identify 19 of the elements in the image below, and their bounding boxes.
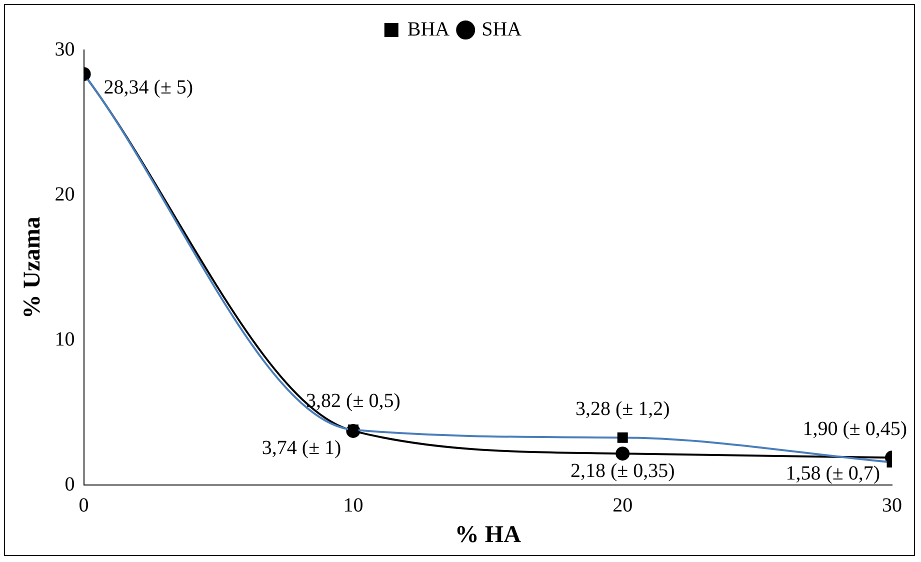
y-tick-label: 20: [54, 183, 75, 206]
data-label: 3,74 (± 1): [262, 437, 342, 460]
y-tick-label: 30: [54, 38, 75, 60]
x-axis-title: % HA: [454, 522, 522, 548]
x-tick-label: 30: [882, 494, 902, 516]
x-tick-label: 0: [78, 494, 89, 516]
legend-label: BHA: [407, 18, 450, 40]
y-axis-title: % Uzama: [20, 216, 46, 319]
data-label: 1,58 (± 0,7): [786, 462, 880, 484]
y-tick-label: 0: [64, 473, 75, 496]
data-label: 3,28 (± 1,2): [575, 398, 670, 420]
y-tick-label: 10: [54, 328, 75, 350]
legend-label: SHA: [482, 18, 522, 40]
x-tick-label: 10: [343, 494, 364, 516]
data-label: 2,18 (± 0,35): [570, 460, 675, 482]
data-label: 28,34 (± 5): [104, 76, 194, 98]
data-label: 3,82 (± 0,5): [306, 390, 400, 412]
data-label: 1,90 (± 0,45): [802, 418, 907, 440]
x-tick-label: 20: [612, 494, 633, 516]
